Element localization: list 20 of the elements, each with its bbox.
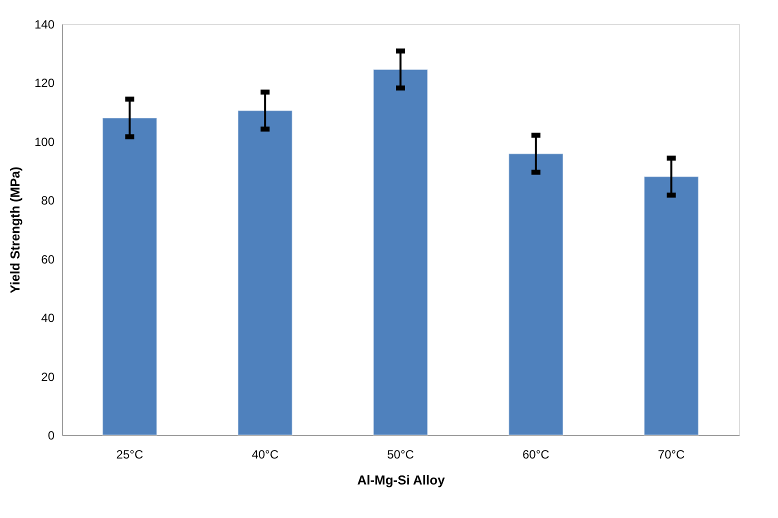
y-tick-label: 60: [41, 252, 55, 266]
x-tick-label: 40°C: [252, 448, 279, 462]
y-axis-title: Yield Strength (MPa): [7, 166, 22, 294]
y-tick-label: 80: [41, 194, 55, 208]
x-tick-label: 50°C: [387, 448, 414, 462]
x-tick-label: 60°C: [522, 448, 550, 462]
y-tick-label: 120: [34, 76, 55, 90]
x-tick-label: 70°C: [658, 448, 686, 462]
bar: [238, 110, 293, 436]
x-axis-title: Al-Mg-Si Alloy: [357, 472, 446, 488]
bar: [508, 153, 564, 436]
x-tick-label: 25°C: [116, 448, 144, 462]
bar: [644, 176, 699, 436]
y-tick-label: 0: [48, 428, 55, 442]
y-tick-label: 40: [41, 311, 55, 326]
y-tick-label: 20: [41, 370, 55, 384]
bar: [102, 117, 158, 436]
bar: [372, 69, 428, 436]
y-tick-label: 100: [34, 134, 55, 149]
y-tick-label: 140: [34, 18, 55, 32]
